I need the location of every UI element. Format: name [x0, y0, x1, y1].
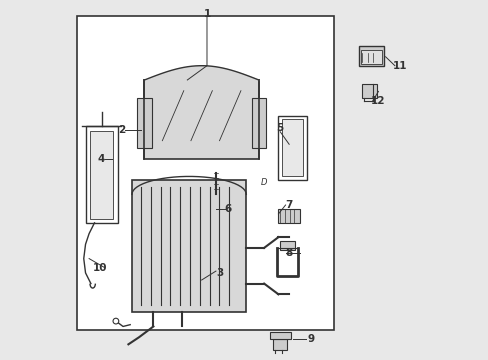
Bar: [144, 80, 258, 158]
Bar: [251, 98, 265, 148]
Text: 9: 9: [306, 334, 313, 344]
Bar: [85, 126, 118, 223]
Circle shape: [113, 318, 119, 324]
Bar: [360, 50, 381, 64]
Text: 10: 10: [92, 262, 107, 273]
Text: 11: 11: [392, 61, 407, 71]
Bar: [278, 208, 299, 223]
Text: D: D: [260, 178, 266, 187]
Text: 8: 8: [285, 248, 292, 258]
Bar: [278, 116, 306, 180]
Text: 1: 1: [203, 9, 210, 19]
Bar: [280, 241, 294, 249]
Text: 5: 5: [276, 123, 283, 133]
Bar: [137, 98, 151, 148]
Bar: [132, 180, 246, 312]
Bar: [362, 84, 376, 98]
Bar: [282, 119, 303, 176]
Bar: [269, 332, 290, 339]
Bar: [90, 131, 113, 219]
Text: 4: 4: [98, 154, 105, 163]
Bar: [272, 339, 287, 350]
Bar: [358, 46, 383, 66]
Text: 12: 12: [370, 96, 385, 107]
Text: 3: 3: [215, 268, 223, 278]
Bar: [77, 16, 333, 330]
Text: 7: 7: [285, 200, 292, 210]
Text: 6: 6: [224, 203, 232, 213]
Text: 2: 2: [118, 125, 124, 135]
